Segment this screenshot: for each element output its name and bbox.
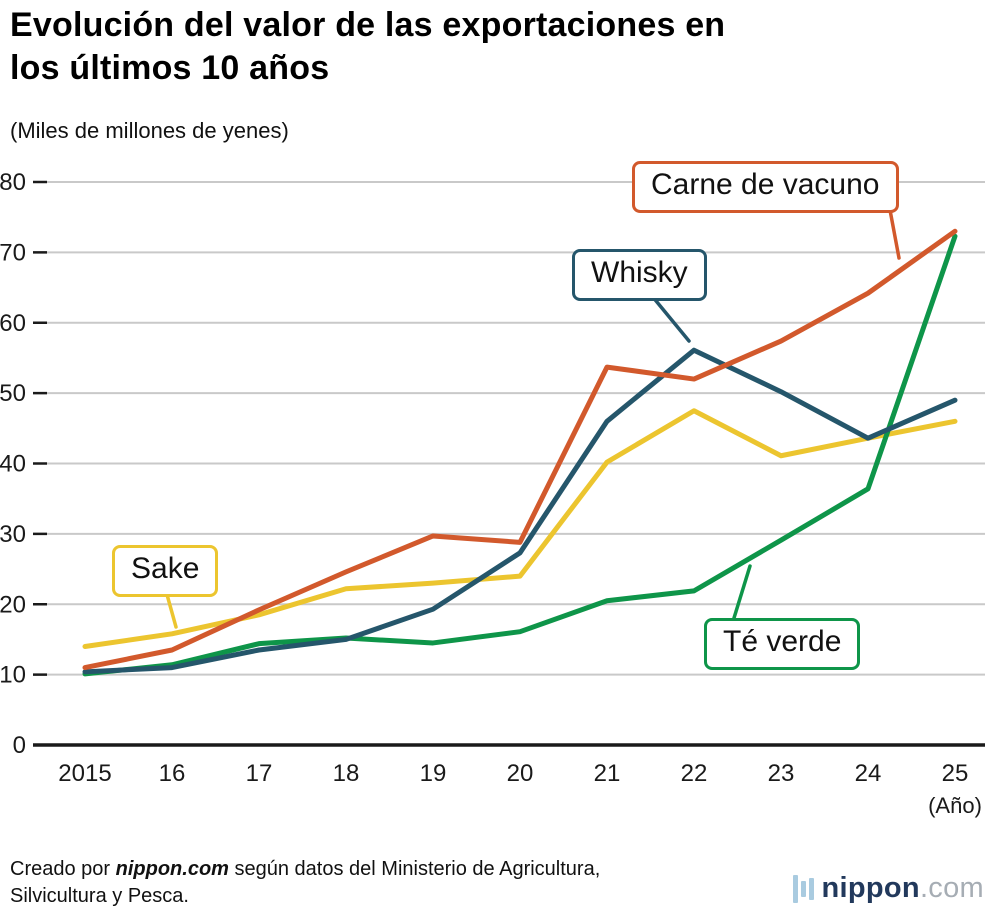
y-axis-label: 70 <box>0 239 26 266</box>
chart-unit-label: (Miles de millones de yenes) <box>10 118 289 143</box>
nippon-logo-mark-icon <box>792 874 814 903</box>
callout-pointer-carne-de-vacuno <box>888 208 901 260</box>
x-axis-label: 24 <box>855 760 882 787</box>
credit-text-suffix: según datos del Ministerio de Agricultur… <box>10 858 601 907</box>
x-axis-label: 19 <box>420 760 447 787</box>
nippon-logo-text: nippon.com <box>822 872 984 905</box>
series-line-sake <box>82 408 958 649</box>
logo-nippon: nippon <box>821 872 920 904</box>
credit-text-prefix: Creado por <box>10 858 116 880</box>
series-line-carne-de-vacuno <box>82 228 958 671</box>
y-axis-label: 20 <box>0 591 26 618</box>
y-axis-label: 40 <box>0 451 26 478</box>
x-axis-label: 23 <box>768 760 795 787</box>
chart-title-line-2: los últimos 10 años <box>10 48 330 87</box>
x-axis-label: 21 <box>594 760 621 787</box>
logo-bar <box>792 874 798 903</box>
callout-te-verde: Té verde <box>704 618 861 670</box>
series-line-te-verde <box>82 233 958 677</box>
y-axis-label: 50 <box>0 380 26 407</box>
logo-bar <box>800 880 806 897</box>
x-axis-label: 18 <box>333 760 360 787</box>
x-axis-label: 17 <box>246 760 273 787</box>
x-axis-unit: (Año) <box>928 793 982 818</box>
x-axis-label: 22 <box>681 760 708 787</box>
series-line-whisky <box>82 347 958 675</box>
callout-carne-de-vacuno: Carne de vacuno <box>632 161 899 213</box>
nippon-logo: nippon.com <box>792 872 984 905</box>
callout-pointer-te-verde <box>732 564 752 620</box>
callout-sake: Sake <box>112 545 219 597</box>
x-axis-label: 20 <box>507 760 534 787</box>
callout-pointer-whisky <box>650 294 691 343</box>
y-axis-label: 60 <box>0 310 26 337</box>
logo-bar <box>808 877 814 900</box>
y-axis-label: 80 <box>0 169 26 196</box>
chart-title: Evolución del valor de las exportaciones… <box>10 4 725 90</box>
source-credit: Creado por nippon.com según datos del Mi… <box>10 856 630 910</box>
chart-title-line-1: Evolución del valor de las exportaciones… <box>10 6 726 44</box>
callout-whisky: Whisky <box>572 249 707 301</box>
y-axis-label: 10 <box>0 662 26 689</box>
y-axis-label: 30 <box>0 521 26 548</box>
x-axis-label: 25 <box>942 760 969 787</box>
y-axis-label: 0 <box>13 732 26 759</box>
x-axis-label: 16 <box>159 760 186 787</box>
callout-pointer-sake <box>164 589 178 629</box>
credit-brand: nippon.com <box>115 858 229 880</box>
x-axis-label: 2015 <box>58 760 111 787</box>
logo-com: .com <box>919 872 984 904</box>
